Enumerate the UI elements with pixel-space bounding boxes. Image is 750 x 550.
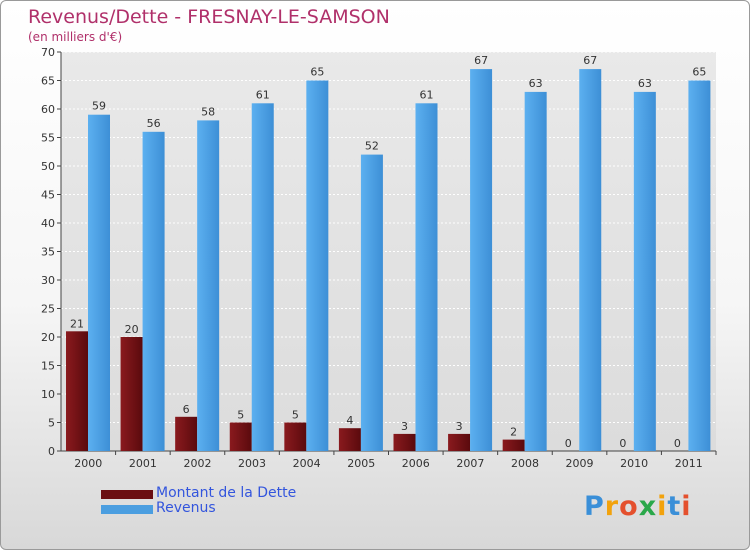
bar-revenus: [524, 91, 547, 452]
x-tick-label: 2011: [675, 457, 703, 470]
data-label-dette: 0: [674, 437, 681, 450]
logo-letter: o: [619, 491, 639, 522]
bar-revenus: [251, 103, 274, 452]
x-tick-label: 2002: [183, 457, 211, 470]
y-tick-label: 40: [41, 217, 55, 230]
bar-dette: [229, 422, 252, 451]
bar-dette: [66, 331, 88, 451]
bar-dette: [502, 439, 525, 451]
data-label-dette: 6: [183, 403, 190, 416]
y-tick-label: 65: [41, 75, 55, 88]
bar-revenus: [579, 69, 602, 451]
logo-letter: i: [681, 491, 692, 522]
chart-subtitle: (en milliers d'€): [28, 30, 123, 44]
x-tick-label: 2004: [293, 457, 321, 470]
proxiti-logo: Proxiti: [584, 491, 692, 522]
data-label-revenus: 63: [638, 77, 652, 90]
legend-label-dette: Montant de la Dette: [156, 485, 297, 501]
bar-revenus: [142, 131, 165, 452]
bar-dette: [175, 416, 198, 451]
data-label-revenus: 61: [420, 88, 434, 101]
data-label-revenus: 65: [692, 66, 706, 79]
data-label-dette: 4: [346, 414, 353, 427]
bar-dette: [448, 433, 471, 451]
bar-revenus: [360, 154, 383, 451]
bar-revenus: [306, 80, 329, 451]
bar-revenus: [197, 120, 220, 452]
data-label-revenus: 52: [365, 140, 379, 153]
y-tick-label: 10: [41, 388, 55, 401]
y-tick-label: 15: [41, 360, 55, 373]
logo-letter: P: [584, 491, 605, 522]
y-tick-label: 45: [41, 189, 55, 202]
bar-revenus: [688, 80, 711, 451]
data-label-dette: 2: [510, 426, 517, 439]
x-tick-label: 2000: [74, 457, 102, 470]
y-tick-label: 30: [41, 274, 55, 287]
y-tick-label: 35: [41, 246, 55, 259]
legend-swatch-dette: [101, 490, 153, 499]
chart-title: Revenus/Dette - FRESNAY-LE-SAMSON: [28, 6, 390, 28]
x-tick-label: 2010: [620, 457, 648, 470]
bar-dette: [284, 422, 307, 451]
y-tick-label: 55: [41, 132, 55, 145]
x-tick-label: 2007: [456, 457, 484, 470]
y-tick-label: 5: [48, 417, 55, 430]
bar-revenus: [633, 91, 656, 452]
logo-letter: t: [667, 491, 682, 522]
data-label-dette: 3: [456, 420, 463, 433]
y-tick-label: 50: [41, 160, 55, 173]
x-tick-label: 2001: [129, 457, 157, 470]
data-label-dette: 3: [401, 420, 408, 433]
x-tick-label: 2006: [402, 457, 430, 470]
data-label-dette: 21: [70, 317, 84, 330]
data-label-revenus: 63: [529, 77, 543, 90]
y-tick-label: 25: [41, 303, 55, 316]
data-label-dette: 20: [125, 323, 139, 336]
x-tick-label: 2009: [566, 457, 594, 470]
x-tick-label: 2008: [511, 457, 539, 470]
data-label-revenus: 58: [201, 105, 215, 118]
data-label-dette: 0: [619, 437, 626, 450]
bar-dette: [120, 337, 143, 451]
bar-dette: [393, 433, 416, 451]
data-label-revenus: 67: [474, 54, 488, 67]
bar-revenus: [88, 114, 110, 451]
y-tick-label: 60: [41, 103, 55, 116]
y-tick-label: 20: [41, 331, 55, 344]
y-tick-label: 0: [48, 445, 55, 458]
y-tick-label: 70: [41, 46, 55, 59]
data-label-dette: 5: [237, 409, 244, 422]
data-label-dette: 0: [565, 437, 572, 450]
x-tick-label: 2003: [238, 457, 266, 470]
data-label-revenus: 59: [92, 100, 106, 113]
data-label-revenus: 67: [583, 54, 597, 67]
legend-label-revenus: Revenus: [156, 500, 216, 516]
logo-letter: r: [604, 491, 620, 522]
legend-swatch-revenus: [101, 505, 153, 514]
logo-letter: x: [638, 491, 658, 522]
data-label-dette: 5: [292, 409, 299, 422]
x-tick-label: 2005: [347, 457, 375, 470]
bar-dette: [338, 428, 361, 451]
bar-revenus: [415, 103, 438, 452]
data-label-revenus: 56: [147, 117, 161, 130]
data-label-revenus: 65: [310, 66, 324, 79]
bar-revenus: [470, 69, 493, 451]
data-label-revenus: 61: [256, 88, 270, 101]
logo-letter: i: [657, 491, 668, 522]
